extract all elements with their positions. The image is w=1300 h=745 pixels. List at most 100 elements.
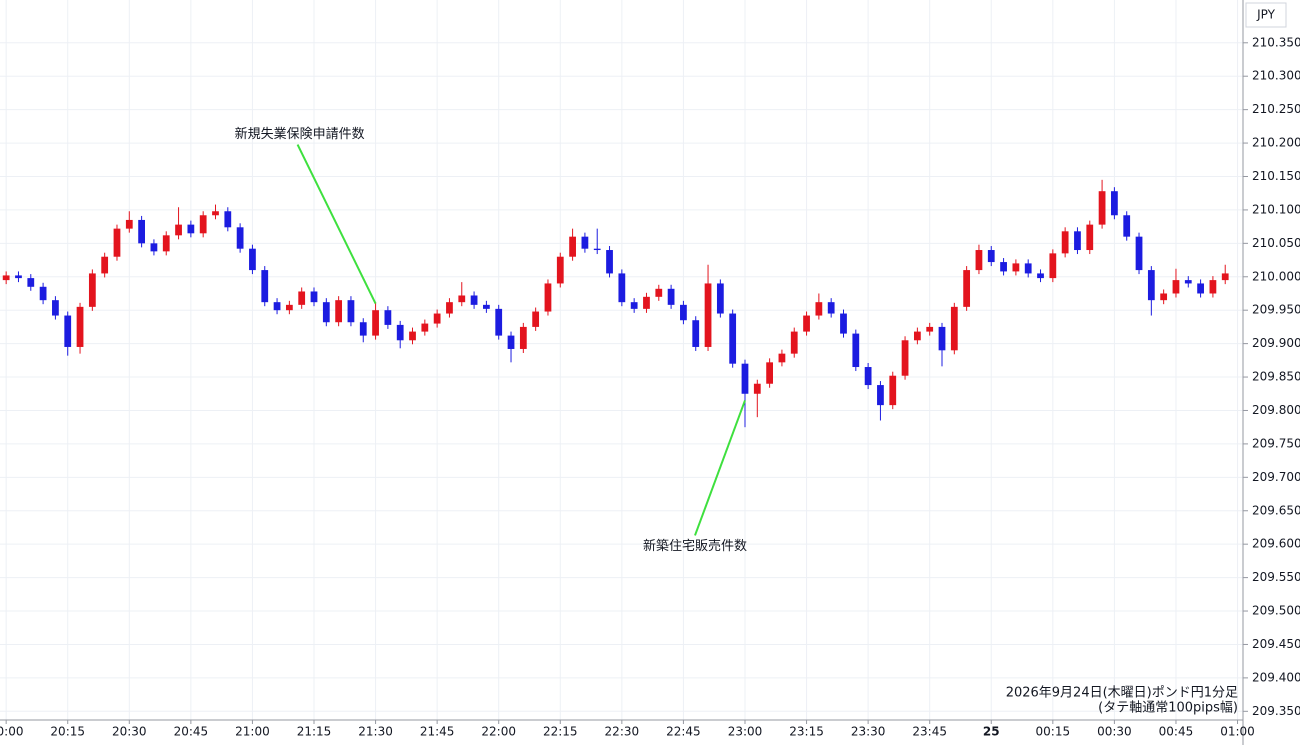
candle-body	[581, 236, 589, 249]
y-tick-label: 209.650	[1252, 503, 1300, 517]
candle-body	[150, 243, 158, 252]
candle-body	[409, 331, 416, 341]
x-tick-label: 23:00	[728, 725, 763, 739]
y-tick-label: 210.250	[1252, 102, 1300, 116]
x-tick-label: 23:15	[789, 725, 824, 739]
candle-body	[15, 275, 22, 279]
y-tick-label: 209.900	[1252, 336, 1300, 350]
candle-body	[1197, 283, 1204, 294]
candle-body	[199, 215, 207, 234]
y-tick-label: 209.850	[1252, 370, 1300, 384]
candle-body	[162, 235, 170, 252]
grid	[0, 0, 1243, 720]
candle-body	[236, 227, 244, 249]
candle-body	[458, 295, 466, 303]
footer-note: (タテ軸通常100pips幅)	[1098, 701, 1238, 716]
candle-body	[187, 224, 195, 234]
candle-body	[495, 308, 503, 336]
candle-body	[507, 335, 515, 349]
candle-body	[1135, 236, 1143, 271]
y-tick-label: 209.750	[1252, 436, 1300, 450]
x-tick-label: 00:45	[1159, 725, 1194, 739]
candle-body	[593, 248, 601, 251]
y-tick-label: 209.450	[1252, 637, 1300, 651]
y-tick-label: 210.300	[1252, 69, 1300, 83]
candle-body	[556, 256, 564, 284]
candle-body	[138, 219, 145, 244]
candle-body	[1172, 280, 1180, 294]
candle-body	[1123, 215, 1131, 237]
candle-body	[716, 283, 724, 314]
candle-body	[1111, 191, 1118, 216]
candle-body	[840, 313, 847, 334]
candle-body	[852, 333, 860, 368]
candle-body	[519, 326, 527, 349]
candle-body	[606, 250, 613, 274]
candle-body	[384, 310, 392, 325]
candle-body	[655, 288, 663, 297]
x-tick-label: 21:45	[420, 725, 455, 739]
candle-body	[446, 302, 453, 314]
candle-body	[298, 291, 306, 305]
candle-body	[1074, 231, 1081, 251]
candle-body	[322, 302, 330, 323]
candle-body	[273, 302, 281, 311]
candle-body	[64, 315, 72, 347]
candle-body	[27, 278, 35, 287]
candle-body	[618, 273, 626, 303]
candle-body	[987, 250, 995, 263]
x-tick-label: 25	[983, 725, 1000, 739]
y-tick-label: 209.950	[1252, 303, 1300, 317]
candle-body	[667, 288, 675, 305]
candle-body	[1012, 263, 1020, 272]
y-tick-label: 210.350	[1252, 35, 1300, 49]
candle-body	[39, 286, 47, 301]
candle-body	[889, 375, 897, 406]
x-tick-label: 01:00	[1220, 725, 1255, 739]
y-tick-label: 209.700	[1252, 470, 1300, 484]
candle-body	[249, 248, 256, 271]
x-tick-label: 20:45	[174, 725, 209, 739]
candle-body	[1184, 280, 1192, 284]
annotation-text: 新規失業保険申請件数	[235, 126, 365, 142]
candle-body	[827, 302, 835, 314]
candle-body	[938, 326, 946, 351]
candle-body	[1000, 262, 1007, 272]
y-tick-label: 210.200	[1252, 136, 1300, 150]
candle-body	[532, 311, 540, 327]
x-tick-label: 20:15	[50, 725, 85, 739]
candle-body	[88, 273, 96, 307]
candle-body	[224, 211, 232, 228]
candle-body	[347, 300, 355, 323]
y-tick-label: 210.150	[1252, 169, 1300, 183]
candle-body	[901, 340, 909, 376]
candle-body	[359, 322, 367, 336]
y-tick-label: 209.350	[1252, 704, 1300, 718]
candle-body	[212, 211, 219, 216]
x-tick-label: 21:15	[297, 725, 332, 739]
candle-body	[1147, 270, 1155, 301]
y-tick-label: 209.550	[1252, 570, 1300, 584]
candle-body	[692, 320, 700, 347]
candle-body	[1086, 224, 1094, 251]
candle-body	[285, 304, 293, 311]
x-tick-label: 00:15	[1036, 725, 1071, 739]
candle-body	[1061, 231, 1069, 254]
candle-body	[372, 310, 379, 336]
candle-body	[483, 304, 490, 309]
x-tick-label: 23:30	[851, 725, 886, 739]
candle-body	[261, 270, 269, 303]
candle-body	[963, 270, 971, 307]
annotation-text: 新築住宅販売件数	[643, 538, 747, 554]
candle-body	[544, 283, 552, 312]
candle-body	[175, 224, 182, 236]
candle-body	[470, 295, 478, 305]
candle-body	[1160, 293, 1168, 301]
x-tick-label: 23:45	[912, 725, 947, 739]
candle-body	[1221, 273, 1229, 281]
candle-body	[704, 283, 712, 347]
x-tick-label: 22:45	[666, 725, 701, 739]
candle-body	[76, 306, 84, 347]
candle-body	[396, 324, 404, 341]
candle-body	[1024, 263, 1032, 274]
